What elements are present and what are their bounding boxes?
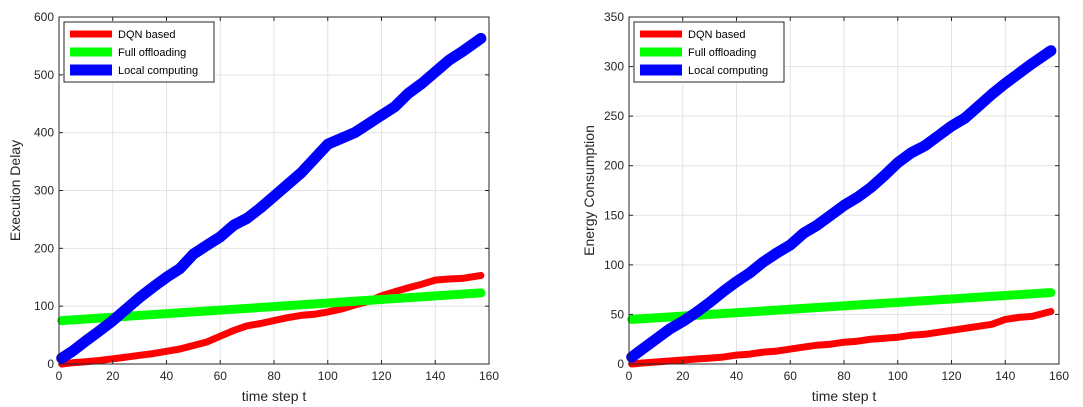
x-tick-label: 160	[1049, 369, 1069, 383]
y-axis-label: Energy Consumption	[581, 125, 597, 256]
x-tick-label: 120	[941, 369, 961, 383]
y-tick-label: 400	[34, 126, 54, 140]
x-axis-label: time step t	[812, 388, 877, 404]
x-tick-label: 140	[425, 369, 445, 383]
legend-label: Full offloading	[688, 47, 756, 59]
y-tick-label: 0	[47, 357, 54, 371]
legend-label: DQN based	[118, 29, 175, 41]
x-tick-label: 60	[214, 369, 228, 383]
x-tick-label: 20	[676, 369, 690, 383]
legend-label: Local computing	[118, 65, 198, 77]
x-tick-label: 60	[784, 369, 798, 383]
x-tick-label: 160	[479, 369, 499, 383]
y-tick-label: 600	[34, 10, 54, 24]
legend-label: Full offloading	[118, 47, 186, 59]
x-tick-label: 140	[995, 369, 1015, 383]
x-tick-label: 100	[888, 369, 908, 383]
y-tick-label: 500	[34, 68, 54, 82]
y-tick-label: 150	[604, 208, 624, 222]
chart-panel-1: 0 20 40 60 80 100 120 140 160 0 100 200 300 400 500 600…	[7, 10, 499, 404]
x-tick-label: 80	[267, 369, 281, 383]
legend-label: DQN based	[688, 29, 745, 41]
series-line-dqn-based	[58, 272, 485, 368]
x-tick-label: 100	[318, 369, 338, 383]
x-tick-label: 20	[106, 369, 120, 383]
series-line-full-offloading	[57, 288, 486, 326]
series-line-local-computing	[56, 32, 487, 364]
y-tick-label: 250	[604, 109, 624, 123]
y-axis-label: Execution Delay	[7, 140, 23, 241]
y-tick-label: 300	[604, 60, 624, 74]
y-tick-label: 350	[604, 10, 624, 24]
series-line-dqn-based	[628, 308, 1055, 368]
y-tick-label: 0	[617, 357, 624, 371]
y-tick-label: 200	[604, 159, 624, 173]
x-tick-label: 120	[371, 369, 391, 383]
legend: DQN based Full offloading Local computing	[633, 21, 785, 83]
y-tick-label: 100	[604, 258, 624, 272]
series-line-local-computing	[626, 45, 1057, 363]
x-tick-label: 80	[837, 369, 851, 383]
x-tick-label: 40	[160, 369, 174, 383]
x-tick-label: 40	[730, 369, 744, 383]
y-tick-label: 50	[611, 307, 625, 321]
legend: DQN based Full offloading Local computing	[63, 21, 215, 83]
chart-panel-2: 0 20 40 60 80 100 120 140 160 0 50 100 150 200 250 300 3…	[581, 10, 1069, 404]
x-tick-label: 0	[56, 369, 63, 383]
y-tick-label: 100	[34, 299, 54, 313]
x-axis-label: time step t	[242, 388, 307, 404]
legend-label: Local computing	[688, 65, 768, 77]
x-tick-label: 0	[626, 369, 633, 383]
y-tick-label: 300	[34, 184, 54, 198]
y-tick-label: 200	[34, 241, 54, 255]
